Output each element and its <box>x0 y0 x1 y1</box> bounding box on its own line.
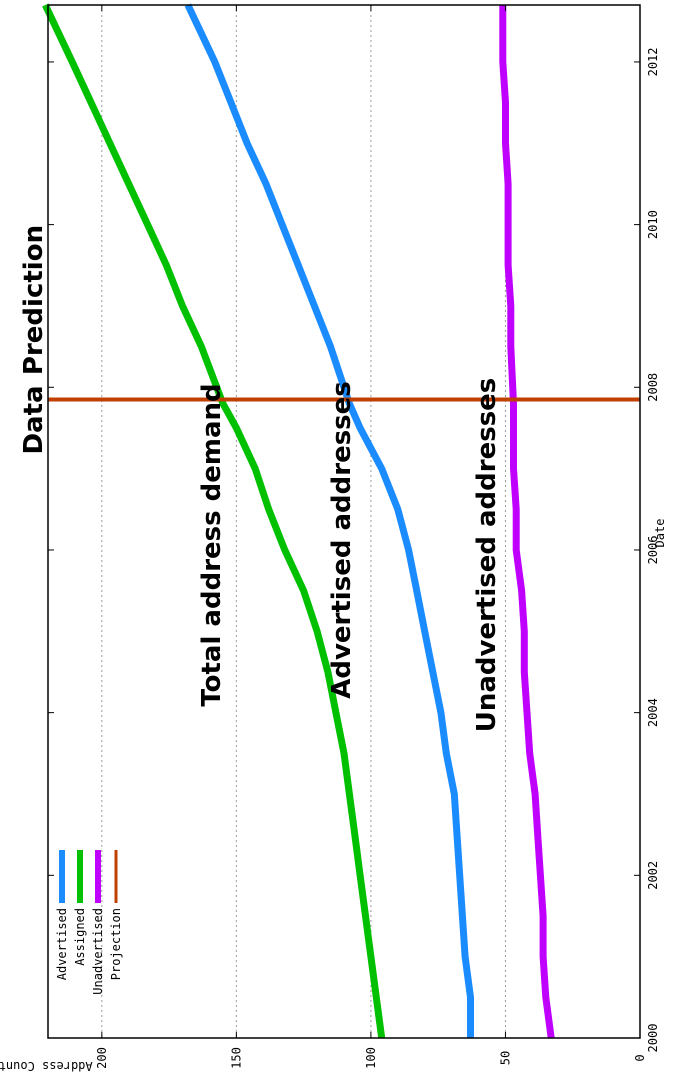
y-tick-label-50: 50 <box>498 1051 512 1065</box>
plot-frame <box>47 4 641 1039</box>
annotation-data: Data <box>19 385 49 454</box>
legend-label-projection: Projection <box>109 908 123 980</box>
x-tick-label-2004: 2004 <box>646 698 660 727</box>
grid-layer <box>101 5 506 1038</box>
x-tick-label-2008: 2008 <box>646 373 660 402</box>
y-axis-label: Address Count (/8s) <box>0 1059 93 1073</box>
tick-layer: 0 50 100 150 200 2000 2002 2004 2006 2008 2010 2012 <box>48 5 660 1069</box>
series-line-unadvertised <box>499 5 555 1039</box>
legend: Advertised Assigned Unadvertised Projection <box>55 850 123 995</box>
y-tick-label-100: 100 <box>364 1047 378 1069</box>
x-tick-label-2012: 2012 <box>646 47 660 76</box>
series-line-assigned <box>42 3 386 1039</box>
x-tick-label-2002: 2002 <box>646 861 660 890</box>
series-line-advertised <box>184 3 474 1038</box>
annotation-prediction: Prediction <box>19 225 49 375</box>
legend-label-assigned: Assigned <box>73 908 87 966</box>
y-tick-label-200: 200 <box>95 1047 109 1069</box>
x-tick-label-2000: 2000 <box>646 1024 660 1053</box>
x-axis-label: Date <box>653 519 667 548</box>
y-tick-label-150: 150 <box>229 1047 243 1069</box>
annotation-unadvertised-addresses: Unadvertised addresses <box>472 378 502 733</box>
x-tick-label-2006: 2006 <box>646 536 660 565</box>
y-tick-label-0: 0 <box>633 1054 647 1061</box>
legend-label-advertised: Advertised <box>55 908 69 980</box>
annotation-advertised-addresses: Advertised addresses <box>327 381 357 699</box>
legend-label-unadvertised: Unadvertised <box>91 908 105 995</box>
x-tick-label-2010: 2010 <box>646 210 660 239</box>
annotation-total-address-demand: Total address demand <box>197 383 227 706</box>
series-layer <box>42 3 640 1039</box>
